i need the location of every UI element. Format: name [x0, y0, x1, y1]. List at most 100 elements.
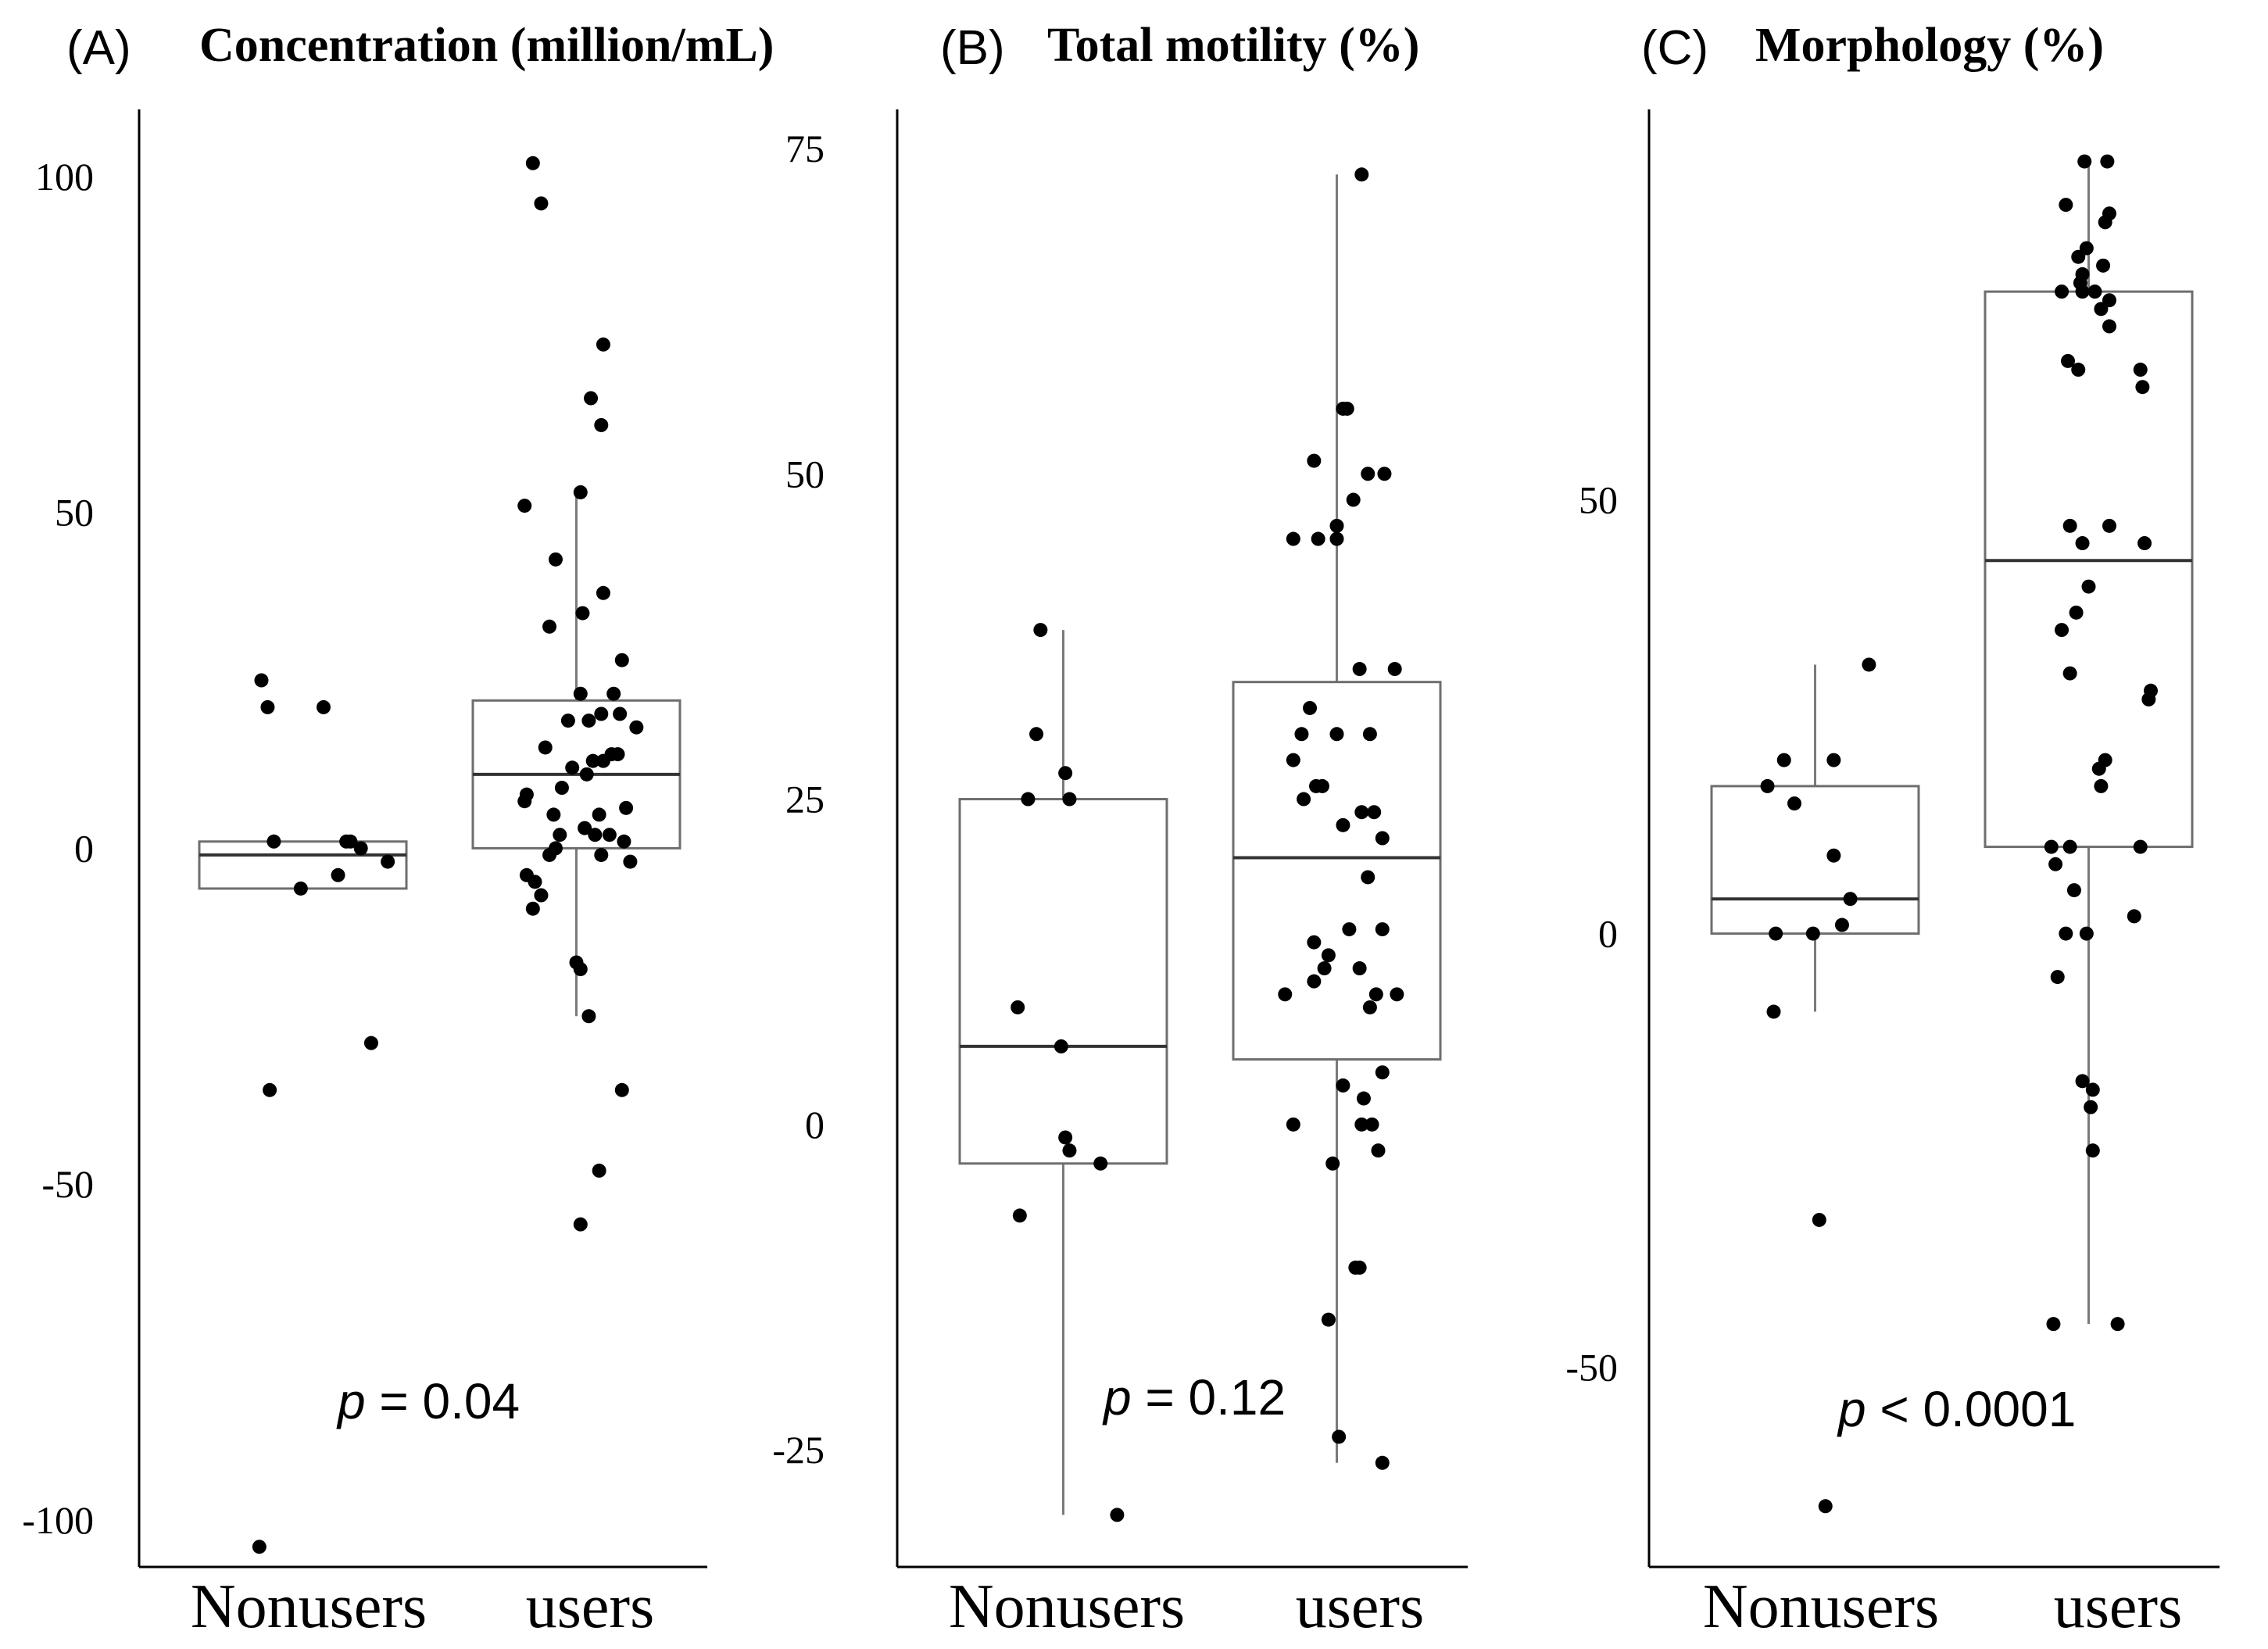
- data-point: [1307, 935, 1322, 950]
- data-point: [1062, 792, 1077, 807]
- data-point: [534, 888, 549, 903]
- data-point: [2077, 154, 2092, 169]
- data-point: [1294, 727, 1309, 742]
- data-point: [534, 196, 549, 211]
- data-point: [363, 1036, 378, 1050]
- data-point: [614, 653, 629, 667]
- data-point: [623, 854, 638, 869]
- data-point: [546, 807, 561, 822]
- data-point: [619, 800, 634, 815]
- data-point: [2084, 1100, 2098, 1114]
- data-point: [1787, 796, 1801, 811]
- data-point: [252, 1540, 267, 1554]
- data-point: [581, 1009, 596, 1024]
- data-point: [2059, 198, 2073, 213]
- panel-total-motility: (B) Total motility (%) 75 50 25 0 -25 Nonuse…: [772, 19, 1468, 1641]
- data-point: [2085, 1143, 2100, 1158]
- data-point: [2048, 857, 2063, 871]
- data-point: [525, 901, 540, 916]
- data-point: [2062, 518, 2077, 533]
- data-point: [2110, 1317, 2125, 1332]
- data-point: [1110, 1508, 1125, 1522]
- data-point: [573, 686, 588, 701]
- y-axis-ticks: 50 0 -50: [1565, 478, 1618, 1390]
- data-point: [2141, 692, 2156, 706]
- data-point: [1766, 1004, 1781, 1019]
- data-point: [594, 417, 609, 432]
- data-point: [254, 673, 269, 688]
- data-point: [602, 828, 617, 842]
- y-tick-label: 0: [74, 826, 94, 870]
- data-point: [596, 585, 610, 600]
- data-point: [2062, 666, 2077, 681]
- data-point: [1362, 727, 1377, 742]
- data-point: [1375, 831, 1390, 846]
- data-point: [606, 686, 621, 701]
- data-point: [1286, 1117, 1300, 1132]
- data-point: [1297, 792, 1311, 807]
- data-point: [549, 552, 563, 567]
- data-point: [1346, 492, 1361, 507]
- data-point: [1012, 1208, 1027, 1223]
- data-point: [565, 760, 580, 775]
- chart-title: Total motility (%): [1047, 19, 1419, 72]
- data-point: [1307, 453, 1322, 468]
- data-point: [554, 781, 569, 796]
- x-category-label: users: [2054, 1572, 2182, 1641]
- data-point: [1362, 1000, 1377, 1014]
- data-point: [1317, 961, 1332, 976]
- data-point: [596, 337, 610, 352]
- data-point: [2061, 353, 2075, 368]
- data-point: [592, 1163, 606, 1178]
- x-category-label: Nonusers: [949, 1572, 1185, 1641]
- data-point: [381, 854, 395, 869]
- data-point: [1029, 727, 1044, 742]
- data-point: [2075, 284, 2090, 299]
- data-point: [1058, 1130, 1073, 1145]
- panel-letter: (A): [66, 21, 131, 75]
- y-tick-label: -25: [772, 1428, 825, 1472]
- data-point: [594, 847, 609, 862]
- data-point: [573, 962, 588, 977]
- data-point: [1286, 753, 1300, 767]
- data-point: [581, 714, 596, 728]
- data-point: [2075, 536, 2090, 551]
- data-point: [573, 485, 588, 499]
- data-point: [1352, 662, 1367, 677]
- x-category-label: users: [526, 1572, 654, 1641]
- data-point: [517, 794, 532, 809]
- p-value-text: = 0.12: [1132, 1369, 1286, 1425]
- data-point: [1340, 401, 1354, 416]
- data-point: [353, 841, 368, 856]
- data-point: [2059, 926, 2073, 941]
- y-tick-label: -50: [1565, 1346, 1618, 1390]
- data-point: [293, 881, 308, 896]
- data-point: [2071, 363, 2086, 377]
- data-point: [1321, 948, 1336, 963]
- data-point: [1375, 1065, 1390, 1080]
- p-value-annotation: p < 0.0001: [1837, 1381, 2076, 1437]
- y-axis-ticks: 75 50 25 0 -25: [772, 127, 825, 1472]
- data-point: [1354, 805, 1369, 820]
- data-point: [525, 156, 540, 170]
- data-point: [1843, 892, 1858, 907]
- data-point: [1021, 792, 1036, 807]
- data-point: [2079, 926, 2094, 941]
- data-point: [1769, 926, 1783, 941]
- data-point: [596, 753, 610, 768]
- data-point: [2135, 380, 2150, 395]
- data-point: [528, 875, 542, 889]
- y-tick-label: 0: [1598, 912, 1618, 956]
- data-point: [2069, 605, 2084, 620]
- data-point: [629, 720, 644, 735]
- data-point: [1760, 778, 1775, 793]
- data-point: [1329, 727, 1344, 742]
- data-point: [517, 499, 532, 513]
- data-point: [2127, 909, 2141, 924]
- data-point: [317, 699, 331, 714]
- data-point: [588, 828, 603, 842]
- data-point: [538, 740, 553, 755]
- data-point: [2066, 883, 2081, 898]
- data-point: [594, 706, 609, 721]
- data-points: [1011, 167, 1404, 1522]
